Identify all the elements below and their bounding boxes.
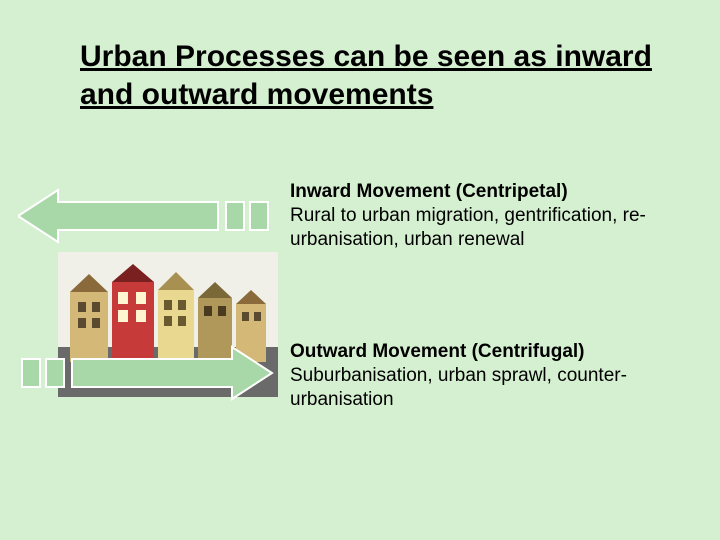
- outward-arrow: [18, 345, 278, 406]
- inward-arrow: [18, 188, 278, 249]
- outward-heading: Outward Movement (Centrifugal): [290, 341, 585, 362]
- inward-body: Rural to urban migration, gentrification…: [290, 205, 646, 250]
- outward-section: Outward Movement (Centrifugal) Suburbani…: [290, 340, 660, 411]
- outward-body: Suburbanisation, urban sprawl, counter-u…: [290, 365, 627, 410]
- inward-heading: Inward Movement (Centripetal): [290, 181, 568, 202]
- inward-section: Inward Movement (Centripetal) Rural to u…: [290, 180, 660, 251]
- slide-title: Urban Processes can be seen as inward an…: [80, 38, 670, 113]
